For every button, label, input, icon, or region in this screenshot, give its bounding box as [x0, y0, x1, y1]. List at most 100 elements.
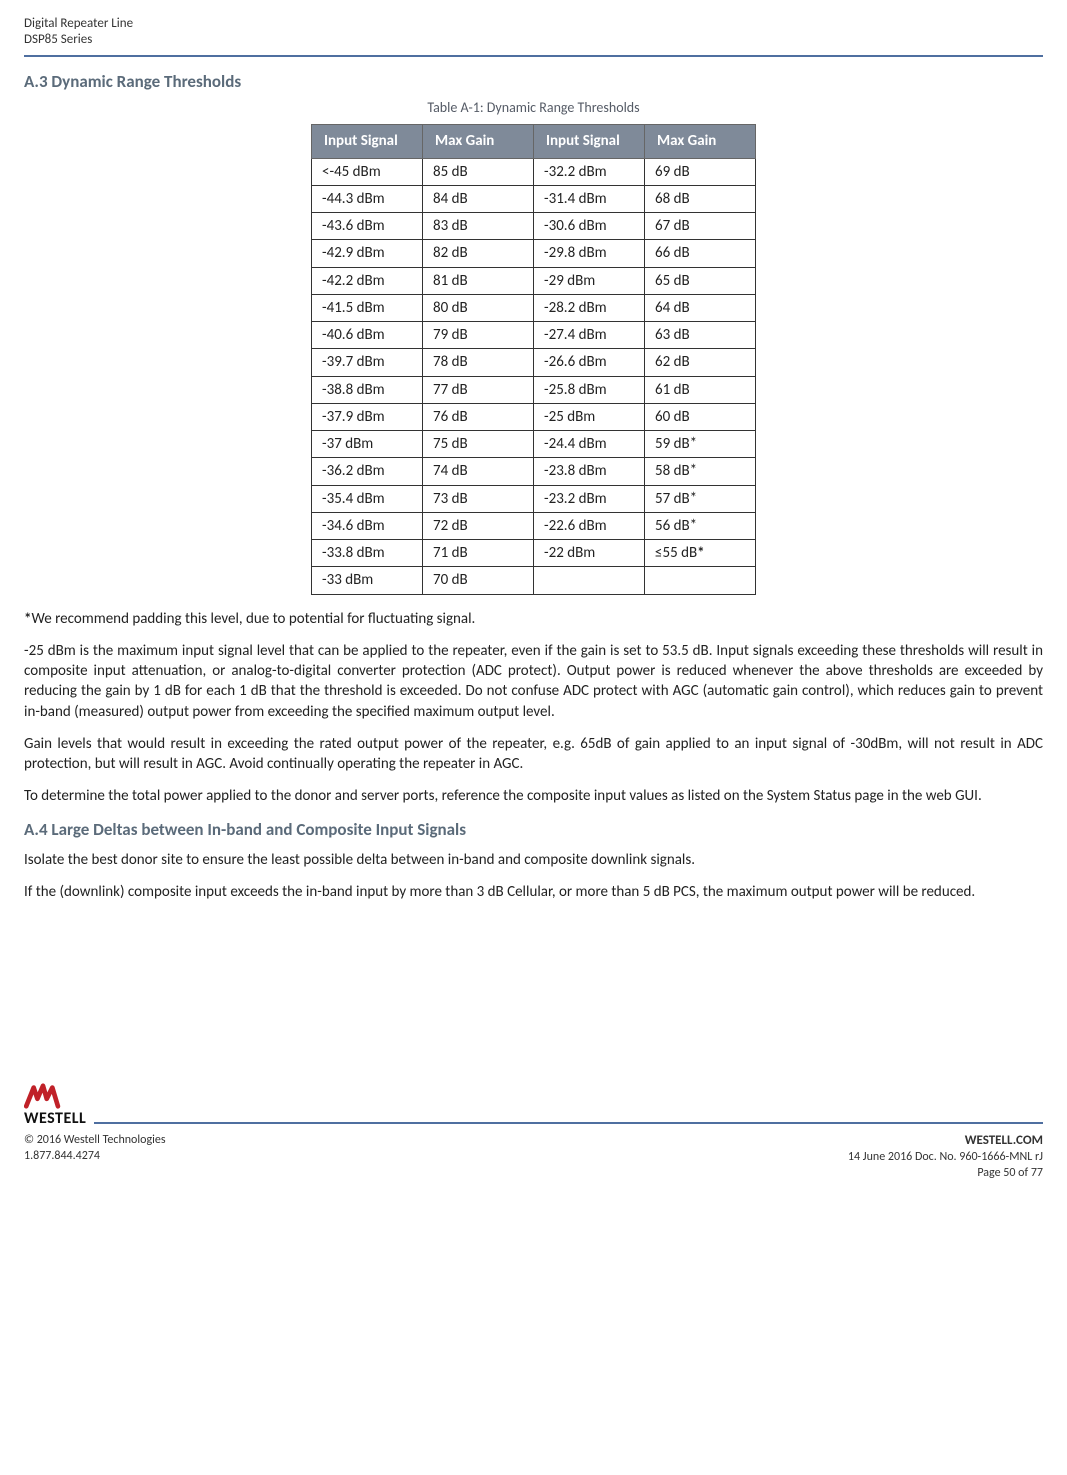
- table-cell: -30.6 dBm: [534, 213, 645, 240]
- table-row: <-45 dBm85 dB-32.2 dBm69 dB: [312, 158, 756, 185]
- table-row: -37.9 dBm76 dB-25 dBm60 dB: [312, 403, 756, 430]
- westell-logo-icon: [24, 1082, 62, 1110]
- table-cell: 69 dB: [645, 158, 756, 185]
- table-cell: 63 dB: [645, 322, 756, 349]
- table-cell: 70 dB: [423, 567, 534, 594]
- table-header-cell: Input Signal: [312, 125, 423, 158]
- table-cell: 78 dB: [423, 349, 534, 376]
- table-cell: -23.8 dBm: [534, 458, 645, 485]
- table-cell: -42.9 dBm: [312, 240, 423, 267]
- westell-logo-text: WESTELL: [24, 1108, 86, 1130]
- para-adc: -25 dBm is the maximum input signal leve…: [24, 641, 1043, 722]
- table-cell: 82 dB: [423, 240, 534, 267]
- table-cell: -39.7 dBm: [312, 349, 423, 376]
- table-cell: -33 dBm: [312, 567, 423, 594]
- table-cell: -23.2 dBm: [534, 485, 645, 512]
- table-cell: 58 dB*: [645, 458, 756, 485]
- table-cell: 79 dB: [423, 322, 534, 349]
- table-cell: -29 dBm: [534, 267, 645, 294]
- table-cell: -43.6 dBm: [312, 213, 423, 240]
- table-row: -40.6 dBm79 dB-27.4 dBm63 dB: [312, 322, 756, 349]
- table-header-cell: Input Signal: [534, 125, 645, 158]
- table-cell: 71 dB: [423, 540, 534, 567]
- table-row: -42.9 dBm82 dB-29.8 dBm66 dB: [312, 240, 756, 267]
- table-cell: 65 dB: [645, 267, 756, 294]
- table-row: -41.5 dBm80 dB-28.2 dBm64 dB: [312, 294, 756, 321]
- table-cell: 62 dB: [645, 349, 756, 376]
- section-a4-title: A.4 Large Deltas between In-band and Com…: [24, 819, 1043, 842]
- table-cell: [645, 567, 756, 594]
- footer-phone: 1.877.844.4274: [24, 1148, 166, 1164]
- table-cell: -35.4 dBm: [312, 485, 423, 512]
- table-cell: -32.2 dBm: [534, 158, 645, 185]
- table-cell: 76 dB: [423, 403, 534, 430]
- table-cell: 56 dB*: [645, 512, 756, 539]
- table-cell: -37.9 dBm: [312, 403, 423, 430]
- table-cell: -34.6 dBm: [312, 512, 423, 539]
- header-rule: [24, 55, 1043, 57]
- table-row: -35.4 dBm73 dB-23.2 dBm57 dB*: [312, 485, 756, 512]
- table-cell: 81 dB: [423, 267, 534, 294]
- table-cell: 74 dB: [423, 458, 534, 485]
- table-cell: -22.6 dBm: [534, 512, 645, 539]
- table-row: -36.2 dBm74 dB-23.8 dBm58 dB*: [312, 458, 756, 485]
- table-cell: -24.4 dBm: [534, 431, 645, 458]
- dynamic-range-table: Input SignalMax GainInput SignalMax Gain…: [311, 124, 756, 594]
- footnote-asterisk: *We recommend padding this level, due to…: [24, 609, 1043, 629]
- table-cell: ≤55 dB*: [645, 540, 756, 567]
- table-cell: 84 dB: [423, 185, 534, 212]
- table-cell: 77 dB: [423, 376, 534, 403]
- table-cell: -36.2 dBm: [312, 458, 423, 485]
- section-a3-title: A.3 Dynamic Range Thresholds: [24, 71, 1043, 94]
- page-footer: WESTELL © 2016 Westell Technologies 1.87…: [24, 1082, 1043, 1182]
- table-cell: 67 dB: [645, 213, 756, 240]
- table-row: -42.2 dBm81 dB-29 dBm65 dB: [312, 267, 756, 294]
- table-cell: 57 dB*: [645, 485, 756, 512]
- table-cell: 61 dB: [645, 376, 756, 403]
- table-cell: [534, 567, 645, 594]
- table-row: -37 dBm75 dB-24.4 dBm59 dB*: [312, 431, 756, 458]
- table-row: -39.7 dBm78 dB-26.6 dBm62 dB: [312, 349, 756, 376]
- footer-rule: [94, 1122, 1043, 1124]
- table-cell: 72 dB: [423, 512, 534, 539]
- table-cell: 60 dB: [645, 403, 756, 430]
- table-row: -34.6 dBm72 dB-22.6 dBm56 dB*: [312, 512, 756, 539]
- table-cell: 66 dB: [645, 240, 756, 267]
- table-cell: -33.8 dBm: [312, 540, 423, 567]
- table-cell: 83 dB: [423, 213, 534, 240]
- table-cell: -31.4 dBm: [534, 185, 645, 212]
- table-cell: -38.8 dBm: [312, 376, 423, 403]
- table-row: -44.3 dBm84 dB-31.4 dBm68 dB: [312, 185, 756, 212]
- footer-site: WESTELL.COM: [848, 1132, 1043, 1150]
- table-cell: -40.6 dBm: [312, 322, 423, 349]
- footer-docno: 14 June 2016 Doc. No. 960-1666-MNL rJ: [848, 1149, 1043, 1165]
- table-cell: -22 dBm: [534, 540, 645, 567]
- para-agc: Gain levels that would result in exceedi…: [24, 734, 1043, 775]
- footer-page: Page 50 of 77: [848, 1165, 1043, 1181]
- para-system-status: To determine the total power applied to …: [24, 786, 1043, 806]
- table-row: -38.8 dBm77 dB-25.8 dBm61 dB: [312, 376, 756, 403]
- table-cell: -29.8 dBm: [534, 240, 645, 267]
- footer-left: © 2016 Westell Technologies 1.877.844.42…: [24, 1132, 166, 1182]
- table-cell: -28.2 dBm: [534, 294, 645, 321]
- table-row: -33 dBm70 dB: [312, 567, 756, 594]
- table-caption: Table A-1: Dynamic Range Thresholds: [24, 99, 1043, 118]
- westell-logo: WESTELL: [24, 1082, 86, 1130]
- footer-right: WESTELL.COM 14 June 2016 Doc. No. 960-16…: [848, 1132, 1043, 1182]
- table-cell: 75 dB: [423, 431, 534, 458]
- table-header-cell: Max Gain: [423, 125, 534, 158]
- table-cell: 64 dB: [645, 294, 756, 321]
- table-cell: 80 dB: [423, 294, 534, 321]
- footer-copyright: © 2016 Westell Technologies: [24, 1132, 166, 1148]
- para-isolate: Isolate the best donor site to ensure th…: [24, 850, 1043, 870]
- table-cell: -25 dBm: [534, 403, 645, 430]
- table-cell: 68 dB: [645, 185, 756, 212]
- table-cell: 73 dB: [423, 485, 534, 512]
- table-row: -43.6 dBm83 dB-30.6 dBm67 dB: [312, 213, 756, 240]
- table-cell: -44.3 dBm: [312, 185, 423, 212]
- table-cell: -26.6 dBm: [534, 349, 645, 376]
- header-line-1: Digital Repeater Line: [24, 16, 1043, 32]
- doc-header: Digital Repeater Line DSP85 Series: [24, 16, 1043, 49]
- table-cell: <-45 dBm: [312, 158, 423, 185]
- table-cell: -27.4 dBm: [534, 322, 645, 349]
